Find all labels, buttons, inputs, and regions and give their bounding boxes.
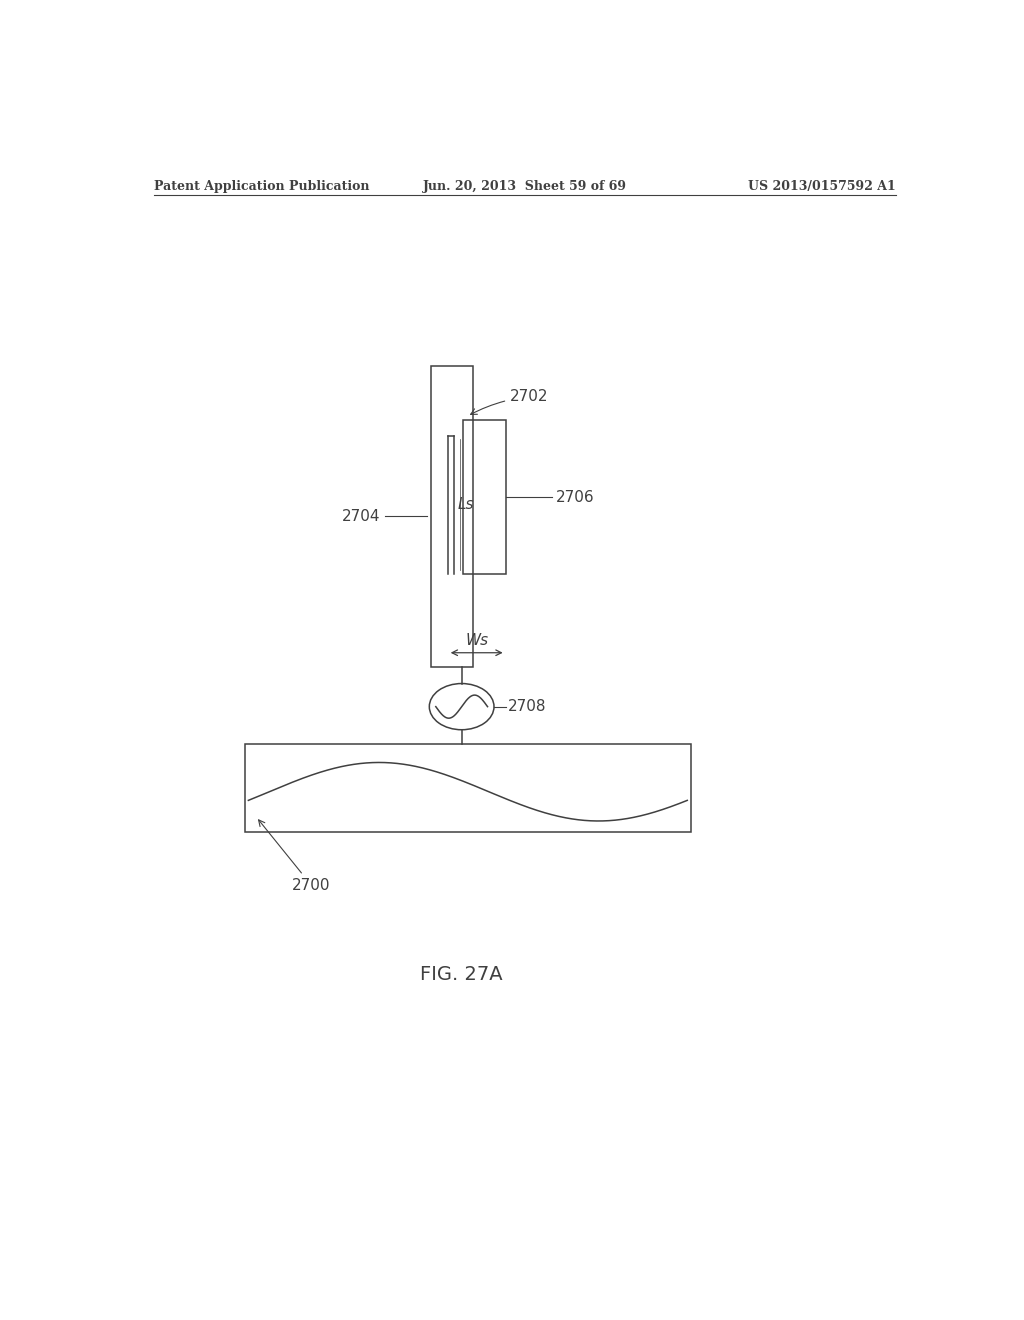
Text: Jun. 20, 2013  Sheet 59 of 69: Jun. 20, 2013 Sheet 59 of 69 <box>423 180 627 193</box>
Text: FIG. 27A: FIG. 27A <box>420 965 503 985</box>
Text: 2702: 2702 <box>471 389 549 414</box>
Text: Patent Application Publication: Patent Application Publication <box>154 180 370 193</box>
Bar <box>463 420 506 574</box>
Text: Ws: Ws <box>465 634 488 648</box>
Text: 2708: 2708 <box>508 700 547 714</box>
Bar <box>431 367 473 667</box>
Text: 2700: 2700 <box>259 820 331 892</box>
Text: 2706: 2706 <box>556 490 594 504</box>
Text: Ls: Ls <box>458 498 474 512</box>
Bar <box>245 743 691 832</box>
Text: US 2013/0157592 A1: US 2013/0157592 A1 <box>749 180 896 193</box>
Text: 2704: 2704 <box>342 510 381 524</box>
